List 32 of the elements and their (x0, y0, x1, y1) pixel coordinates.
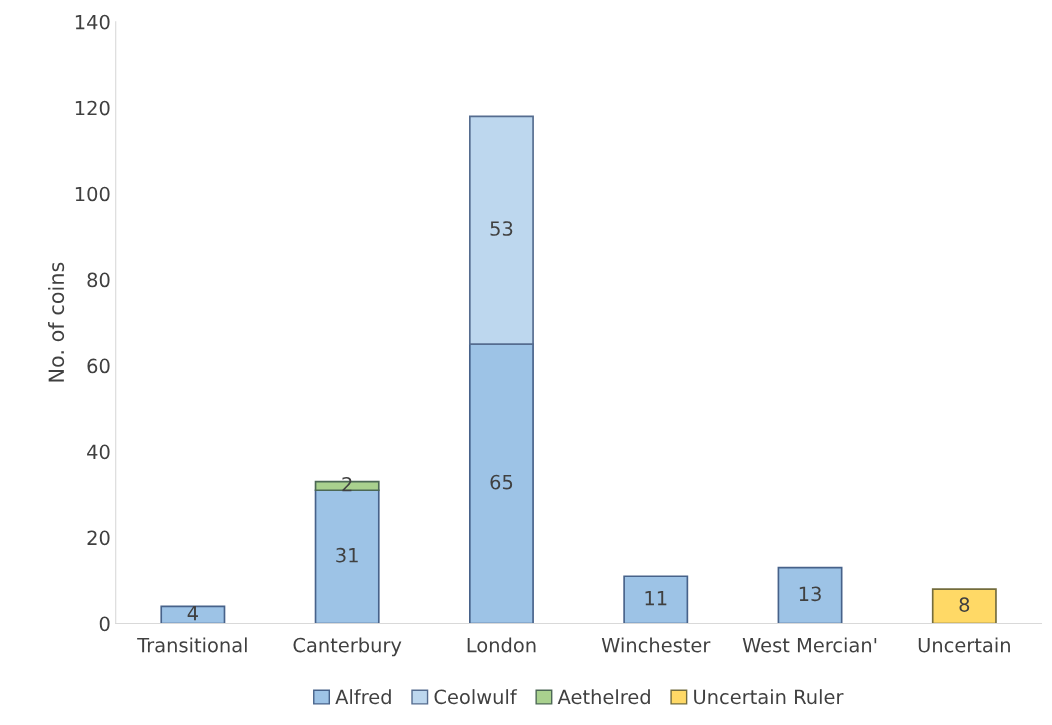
x-tick-label: Winchester (601, 637, 711, 653)
x-tick-label: Uncertain (918, 637, 1010, 653)
x-tick-label: London (467, 637, 536, 653)
y-tick-label: 20 (87, 530, 110, 546)
y-tick-label: 80 (87, 272, 110, 288)
y-tick-label: 100 (75, 186, 110, 202)
y-axis-title: No. of coins (48, 262, 65, 382)
y-tick-label: 120 (75, 100, 110, 116)
bar (623, 575, 689, 624)
x-tick-label: West Mercian' (742, 637, 877, 653)
data-label: 31 (336, 547, 358, 563)
y-tick-label: 60 (87, 358, 110, 374)
legend-label: Aethelred (557, 689, 650, 705)
y-tick-label: 40 (87, 444, 110, 460)
y-tick-label: 0 (99, 616, 110, 632)
y-tick-label: 140 (75, 14, 110, 30)
data-label: 8 (959, 597, 970, 612)
data-label: 4 (187, 606, 198, 621)
bar (468, 343, 534, 624)
bar (931, 588, 997, 624)
legend-label: Uncertain Ruler (694, 689, 844, 705)
data-label: 13 (799, 586, 821, 602)
data-label: 53 (490, 221, 513, 236)
legend-label: Alfred (335, 689, 391, 705)
bar (777, 566, 843, 624)
data-label: 11 (645, 591, 667, 606)
bar (160, 605, 226, 624)
legend-label: Ceolwulf (434, 689, 518, 705)
x-tick-label: Canterbury (293, 637, 402, 657)
data-label: 65 (490, 474, 513, 490)
x-tick-label: Transitional (137, 637, 247, 653)
bar (468, 115, 534, 345)
